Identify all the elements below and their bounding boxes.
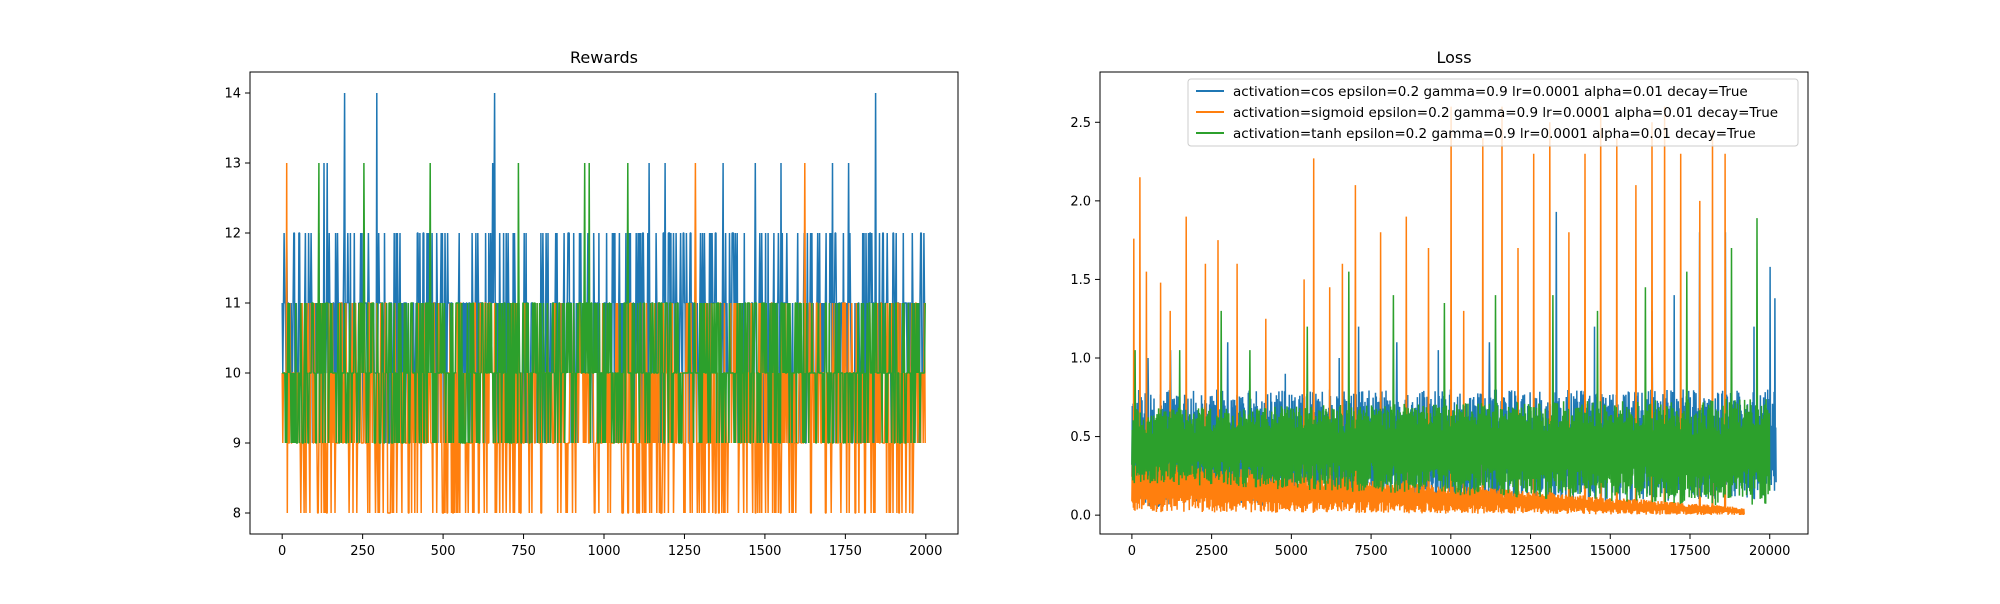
x-tick-label: 15000 — [1590, 544, 1631, 559]
x-tick-label: 500 — [431, 544, 456, 559]
x-tick-label: 10000 — [1430, 544, 1471, 559]
x-tick-label: 250 — [350, 544, 375, 559]
loss-series-layer — [1131, 106, 1777, 516]
rewards-chart: Rewards 0 250 500 750 1000 1250 1500 1750 2000 8 9… — [224, 48, 959, 560]
legend-entry: activation=tanh epsilon=0.2 gamma=0.9 lr… — [1196, 126, 1756, 142]
y-tick-label: 13 — [224, 157, 241, 172]
rewards-series-layer — [281, 92, 926, 514]
series-line-green — [1131, 218, 1771, 506]
x-tick-label: 20000 — [1749, 544, 1790, 559]
series-line-orange — [1131, 106, 1745, 516]
loss-axis-ticks: 0 2500 5000 7500 10000 12500 15000 17500 20000 0.… — [1070, 116, 1790, 559]
legend-label-sigmoid: activation=sigmoid epsilon=0.2 gamma=0.9… — [1233, 105, 1778, 121]
y-tick-label: 12 — [224, 227, 241, 242]
x-tick-label: 1750 — [829, 544, 862, 559]
x-tick-label: 0 — [278, 544, 286, 559]
y-tick-label: 14 — [224, 87, 241, 102]
rewards-plot-frame — [249, 71, 959, 535]
y-tick-label: 1.5 — [1070, 273, 1091, 288]
legend-label-cos: activation=cos epsilon=0.2 gamma=0.9 lr=… — [1233, 84, 1748, 100]
x-tick-label: 1500 — [748, 544, 781, 559]
x-tick-label: 1000 — [587, 544, 620, 559]
series-line-green — [282, 162, 926, 444]
y-tick-label: 8 — [233, 507, 241, 522]
y-tick-label: 2.0 — [1070, 194, 1091, 209]
legend-entry: activation=cos epsilon=0.2 gamma=0.9 lr=… — [1196, 84, 1748, 100]
loss-chart-title: Loss — [1436, 48, 1471, 67]
y-tick-label: 0.0 — [1070, 509, 1091, 524]
x-tick-label: 0 — [1128, 544, 1136, 559]
rewards-axis-ticks: 0 250 500 750 1000 1250 1500 1750 2000 8 9 10 11 12 13… — [224, 87, 942, 560]
x-tick-label: 2000 — [909, 544, 942, 559]
loss-chart: Loss 0 2500 5000 7500 10000 12500 15000 17500 20… — [1070, 48, 1809, 559]
legend-label-tanh: activation=tanh epsilon=0.2 gamma=0.9 lr… — [1233, 126, 1756, 142]
y-tick-label: 0.5 — [1070, 430, 1091, 445]
y-tick-label: 11 — [224, 297, 241, 312]
x-tick-label: 12500 — [1510, 544, 1551, 559]
x-tick-label: 2500 — [1195, 544, 1228, 559]
y-tick-label: 2.5 — [1070, 116, 1091, 131]
rewards-chart-title: Rewards — [570, 48, 638, 67]
x-tick-label: 5000 — [1275, 544, 1308, 559]
loss-legend: activation=cos epsilon=0.2 gamma=0.9 lr=… — [1187, 78, 1799, 147]
legend-entry: activation=sigmoid epsilon=0.2 gamma=0.9… — [1196, 105, 1778, 121]
y-tick-label: 10 — [224, 367, 241, 382]
loss-plot-frame — [1099, 71, 1809, 535]
x-tick-label: 17500 — [1669, 544, 1710, 559]
x-tick-label: 1250 — [668, 544, 701, 559]
x-tick-label: 7500 — [1355, 544, 1388, 559]
legend-box — [1187, 78, 1799, 147]
y-tick-label: 1.0 — [1070, 352, 1091, 367]
y-tick-label: 9 — [233, 437, 241, 452]
x-tick-label: 750 — [511, 544, 536, 559]
